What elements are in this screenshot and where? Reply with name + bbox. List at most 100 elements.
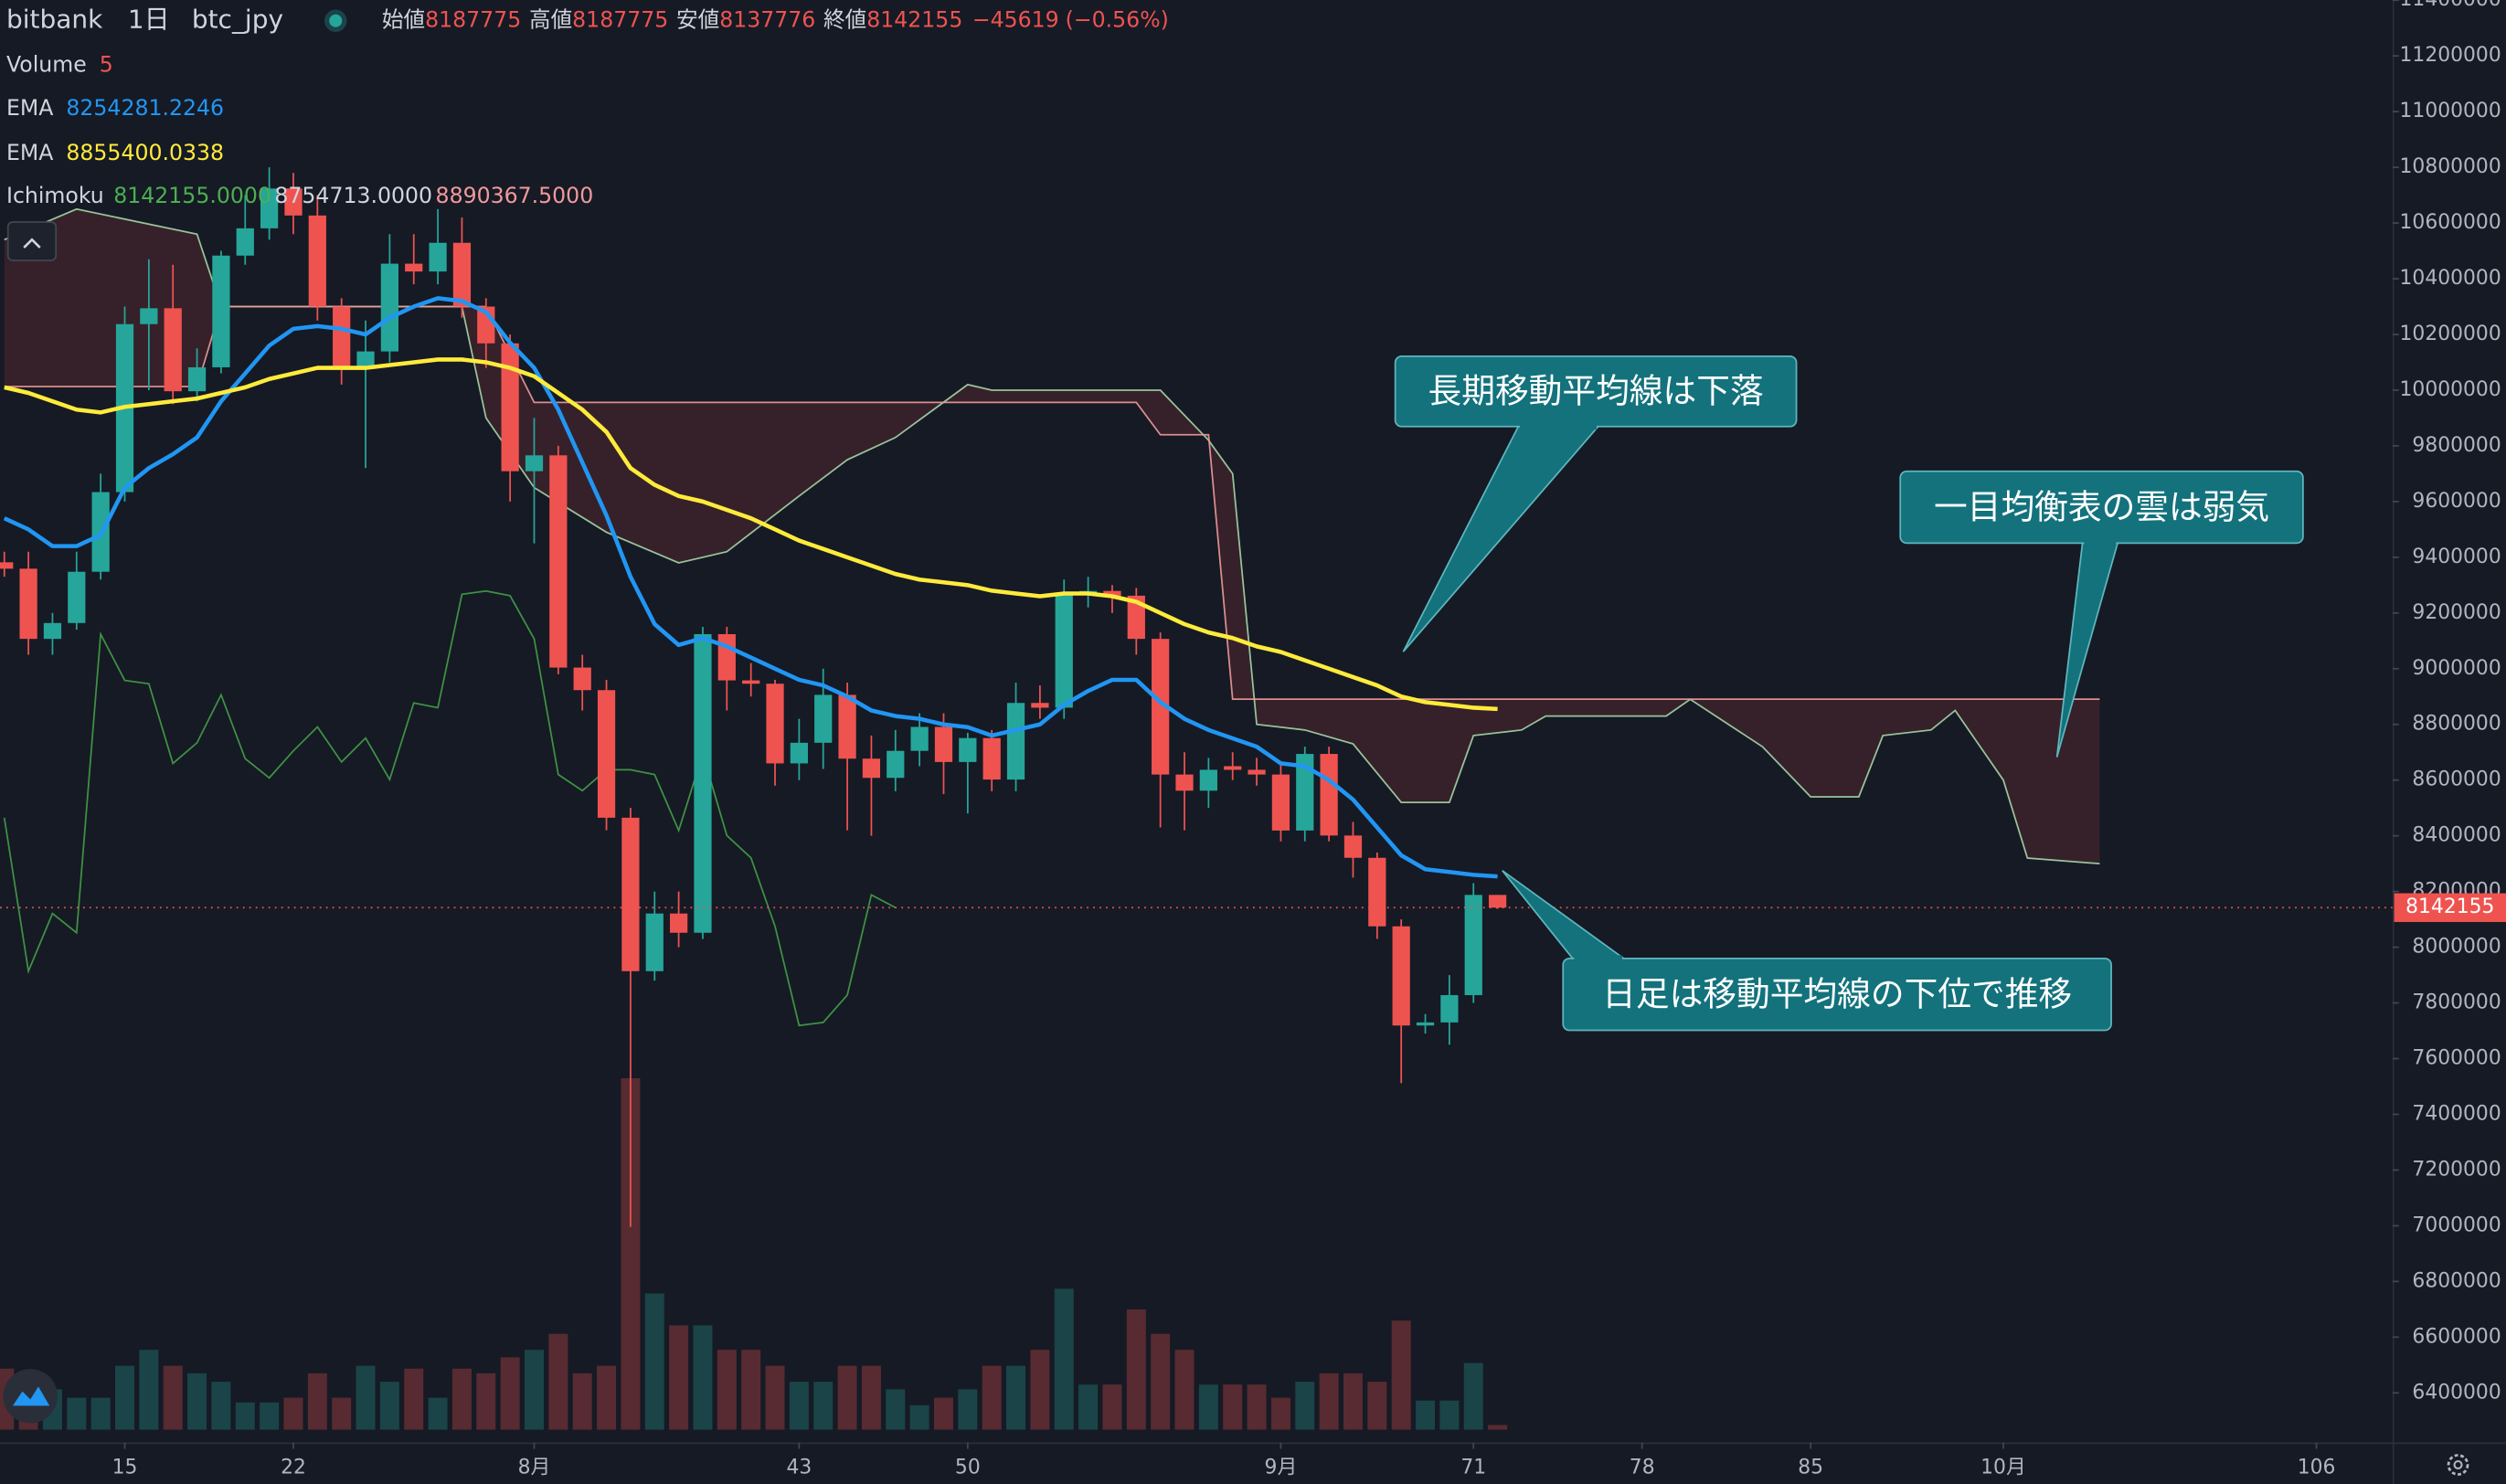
candle-body <box>887 750 905 779</box>
logo-badge[interactable] <box>3 1369 58 1424</box>
volume-bar <box>741 1350 761 1430</box>
volume-legend[interactable]: Volume 5 <box>6 51 113 77</box>
candle-body <box>934 726 953 762</box>
y-tick-label: 9200000 <box>2412 601 2501 624</box>
legend-value: 8254281.2246 <box>66 94 224 120</box>
ohlc-value: 8142155 <box>866 6 962 32</box>
volume-bar <box>1319 1373 1339 1430</box>
legend-name: EMA <box>6 94 53 120</box>
volume-bar <box>837 1365 857 1430</box>
legend-value: 8142155.0000 <box>113 183 271 208</box>
ohlc-value: 8187775 <box>425 6 521 32</box>
volume-bar <box>283 1397 303 1430</box>
candle-body <box>1199 769 1217 791</box>
x-tick-label: 50 <box>955 1457 981 1479</box>
change: −45619 <box>972 6 1059 32</box>
volume-bar <box>958 1389 978 1430</box>
symbol[interactable]: btc_jpy <box>192 5 283 35</box>
x-tick-label: 10月 <box>1980 1457 2026 1479</box>
volume-bar <box>765 1365 785 1430</box>
y-tick-label: 10600000 <box>2400 211 2501 234</box>
volume-bar <box>1463 1362 1483 1430</box>
volume-bar <box>356 1365 376 1430</box>
candle-body <box>1343 835 1363 858</box>
market-status-dot <box>329 14 343 27</box>
lagging-span <box>3 589 897 1027</box>
candle-body <box>1488 895 1507 908</box>
candle-body <box>380 263 398 352</box>
callout-box <box>1562 957 2112 1032</box>
callout-text: 一目均衡表の雲は弱気 <box>1934 487 2269 526</box>
ema-line <box>4 357 1498 712</box>
exchange: bitbank <box>6 5 103 35</box>
legend-value: 5 <box>100 51 113 77</box>
logo-icon <box>12 1386 50 1406</box>
y-tick-label: 11200000 <box>2400 44 2501 67</box>
candle-body <box>236 228 254 256</box>
legend-name: Ichimoku <box>6 183 104 208</box>
volume-bar <box>67 1397 87 1430</box>
volume-bar <box>211 1382 231 1430</box>
volume-bar <box>1343 1373 1363 1430</box>
volume-bar <box>1247 1384 1267 1430</box>
legend: bitbank 1日 btc_jpy 始値8187775 高値8187775 安値8… <box>6 5 1169 261</box>
collapse-button[interactable] <box>6 221 58 261</box>
candle-body <box>164 308 182 392</box>
candle-body <box>356 351 375 367</box>
y-tick-label: 10400000 <box>2400 267 2501 290</box>
y-tick-label: 7800000 <box>2412 991 2501 1014</box>
ohlc: 始値8187775 高値8187775 安値8137776 終値8142155 −456… <box>382 6 1169 32</box>
volume-bar <box>644 1293 664 1430</box>
last-price-badge <box>2394 893 2506 922</box>
candle-body <box>959 737 977 762</box>
y-tick-label: 7200000 <box>2412 1158 2501 1181</box>
candle-body <box>1031 703 1049 708</box>
volume-bar <box>1126 1309 1146 1430</box>
x-tick-label: 78 <box>1630 1457 1655 1479</box>
candle-body <box>405 263 423 272</box>
candle-body <box>621 817 640 971</box>
y-tick-label: 10200000 <box>2400 323 2501 345</box>
y-tick-label: 9400000 <box>2412 546 2501 568</box>
volume-bar <box>500 1357 520 1430</box>
legend-name: Volume <box>6 51 87 77</box>
candle-body <box>766 684 784 764</box>
volume-bar <box>572 1373 592 1430</box>
y-tick-label: 7600000 <box>2412 1047 2501 1070</box>
logo[interactable] <box>3 1369 58 1424</box>
volume-bar <box>669 1325 689 1430</box>
y-tick-label: 10000000 <box>2400 378 2501 401</box>
gear-icon[interactable] <box>2447 1454 2469 1476</box>
candle-body <box>982 737 1001 780</box>
y-tick-label: 10800000 <box>2400 155 2501 178</box>
candle-body <box>1006 703 1025 780</box>
ichimoku-legend[interactable]: Ichimoku 8142155.0000 8754713.0000 8890367.… <box>6 183 593 208</box>
candle-body <box>1320 754 1338 836</box>
ohlc-label: 終値 <box>823 6 866 32</box>
volume-bar <box>90 1397 111 1430</box>
candle-body <box>1175 774 1194 791</box>
ohlc-label: 安値 <box>676 6 719 32</box>
volume-bar <box>525 1350 544 1430</box>
callout-text: 日足は移動平均線の下位で推移 <box>1602 974 2072 1013</box>
candle-body <box>333 306 351 367</box>
x-tick-label: 85 <box>1798 1457 1823 1479</box>
volume-bar <box>693 1325 713 1430</box>
interval[interactable]: 1日 <box>128 5 170 35</box>
volume-bar <box>1367 1382 1387 1430</box>
ema-legend[interactable]: EMA 8254281.2246 <box>6 94 224 120</box>
change-pct: (−0.56%) <box>1066 6 1169 32</box>
callout-joint <box>2084 539 2117 546</box>
y-tick-label: 9600000 <box>2412 490 2501 513</box>
candle-body <box>43 622 62 640</box>
candle-body <box>910 726 929 751</box>
settings-button[interactable] <box>2447 1454 2469 1476</box>
ema-legend[interactable]: EMA 8855400.0338 <box>6 139 224 164</box>
callout-joint <box>1520 423 1597 430</box>
candle-body <box>1152 639 1170 775</box>
y-tick-label: 8600000 <box>2412 768 2501 791</box>
volume-bar <box>933 1397 953 1430</box>
